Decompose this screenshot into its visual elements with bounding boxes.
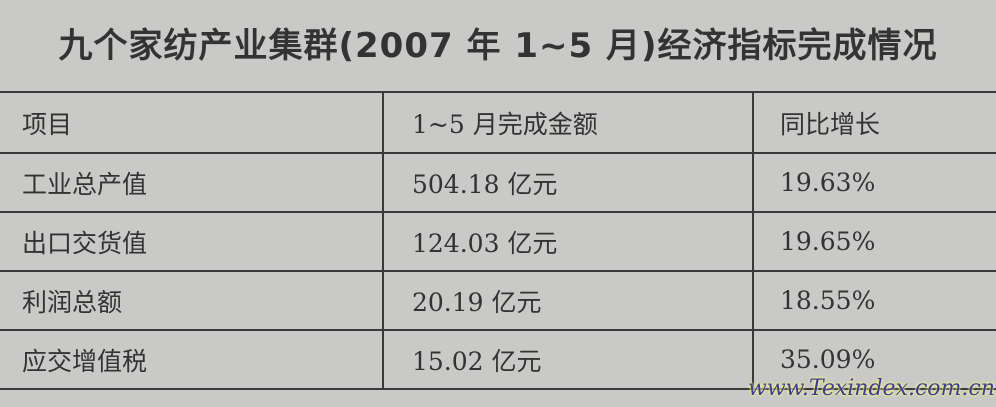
cell-amount: 504.18 亿元: [382, 152, 754, 213]
cell-item: 出口交货值: [0, 211, 384, 272]
cell-growth: 18.55%: [752, 270, 996, 331]
table-row: 出口交货值 124.03 亿元 19.65%: [0, 211, 996, 272]
header-item: 项目: [0, 91, 384, 154]
table-title: 九个家纺产业集群(2007 年 1~5 月)经济指标完成情况: [58, 26, 938, 66]
cell-item: 利润总额: [0, 270, 384, 331]
watermark: www.Texindex.com.cn: [748, 376, 995, 401]
cell-item: 工业总产值: [0, 152, 384, 213]
table-row: 工业总产值 504.18 亿元 19.63%: [0, 152, 996, 213]
cell-amount: 124.03 亿元: [382, 211, 754, 272]
table-row: 利润总额 20.19 亿元 18.55%: [0, 270, 996, 331]
indicators-table: 项目 1~5 月完成金额 同比增长 工业总产值 504.18 亿元 19.63%…: [0, 91, 996, 390]
table-row: 应交增值税 15.02 亿元 35.09%: [0, 329, 996, 390]
header-growth: 同比增长: [752, 91, 996, 154]
cell-growth: 19.63%: [752, 152, 996, 213]
header-amount: 1~5 月完成金额: [382, 91, 754, 154]
cell-item: 应交增值税: [0, 329, 384, 390]
cell-growth: 19.65%: [752, 211, 996, 272]
cell-amount: 15.02 亿元: [382, 329, 754, 390]
cell-amount: 20.19 亿元: [382, 270, 754, 331]
cell-growth: 35.09%: [752, 329, 996, 390]
table-header-row: 项目 1~5 月完成金额 同比增长: [0, 91, 996, 154]
